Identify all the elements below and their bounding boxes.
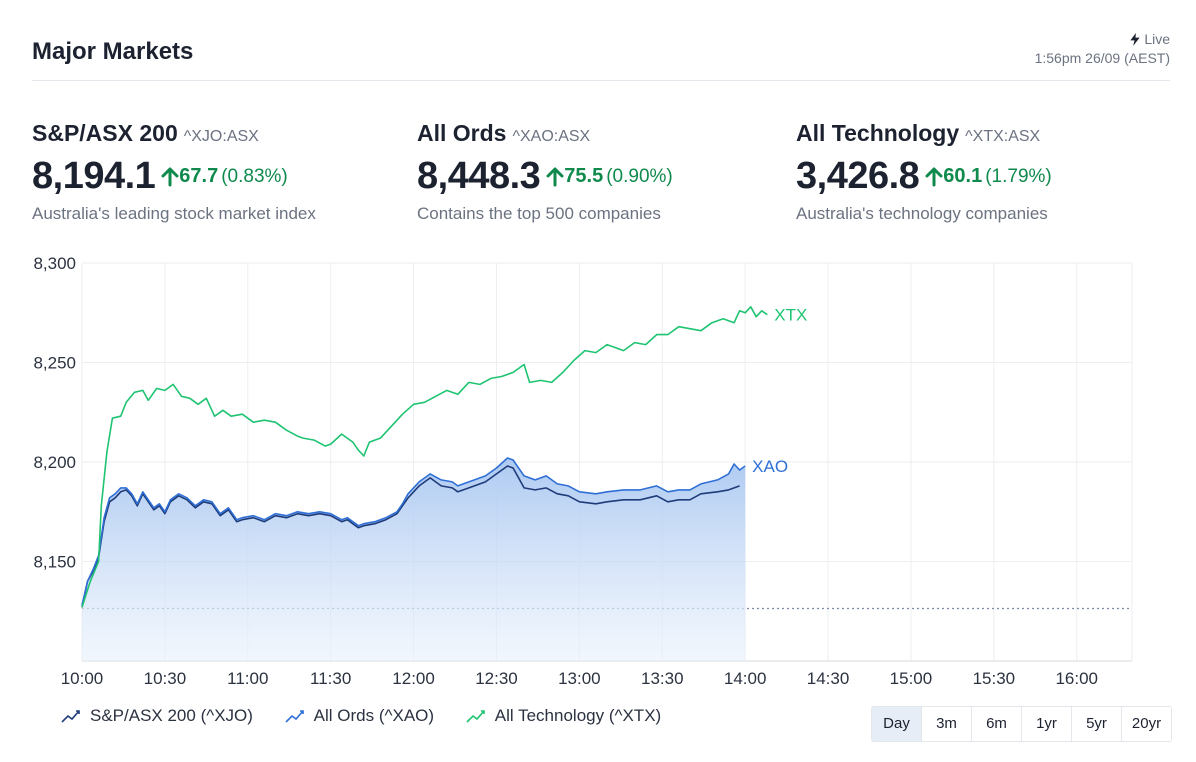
x-tick-label: 15:30 bbox=[973, 669, 1016, 688]
x-tick-label: 14:00 bbox=[724, 669, 767, 688]
index-card-xtx[interactable]: All Technology ^XTX:ASX 3,426.8 60.1 (1.79%… bbox=[796, 120, 1052, 224]
series-line-xjo bbox=[81, 465, 740, 608]
live-status: Live 1:56pm 26/09 (AEST) bbox=[1035, 30, 1170, 68]
live-timestamp: 1:56pm 26/09 (AEST) bbox=[1034, 50, 1170, 66]
x-tick-label: 12:00 bbox=[392, 669, 435, 688]
markets-line-chart[interactable]: 10:00 10:30 11:00 11:30 12:00 12:30 13:00 13:30… bbox=[0, 245, 1196, 695]
index-change: 67.7 bbox=[179, 165, 219, 187]
lightning-icon bbox=[1130, 33, 1140, 46]
legend-item-xjo[interactable]: S&P/ASX 200 (^XJO) bbox=[60, 706, 253, 726]
index-value: 8,194.1 bbox=[32, 155, 156, 197]
index-description: Australia's leading stock market index bbox=[32, 204, 316, 223]
range-button-1yr[interactable]: 1yr bbox=[1022, 707, 1072, 741]
x-tick-label: 13:30 bbox=[641, 669, 684, 688]
legend-label: All Ords (^XAO) bbox=[313, 706, 435, 725]
page-title: Major Markets bbox=[32, 38, 194, 65]
x-tick-label: 11:00 bbox=[227, 669, 268, 688]
legend-item-xao[interactable]: All Ords (^XAO) bbox=[284, 706, 434, 726]
index-change-pct: (1.79%) bbox=[985, 165, 1052, 187]
index-name: S&P/ASX 200 bbox=[32, 120, 178, 146]
index-change-pct: (0.83%) bbox=[221, 165, 288, 187]
x-tick-label: 16:00 bbox=[1055, 669, 1098, 688]
y-tick-label: 8,300 bbox=[33, 254, 76, 273]
arrow-up-icon bbox=[925, 167, 943, 186]
index-change-pct: (0.90%) bbox=[606, 165, 673, 187]
arrow-up-icon bbox=[546, 167, 564, 186]
chart-lines bbox=[81, 306, 768, 608]
x-tick-label: 13:00 bbox=[558, 669, 601, 688]
index-code: ^XAO:ASX bbox=[512, 128, 591, 145]
index-card-xao[interactable]: All Ords ^XAO:ASX 8,448.3 75.5 (0.90%) Cont… bbox=[417, 120, 673, 224]
index-code: ^XTX:ASX bbox=[965, 128, 1041, 145]
header-divider bbox=[32, 80, 1170, 81]
x-tick-label: 14:30 bbox=[807, 669, 850, 688]
x-tick-label: 10:00 bbox=[61, 669, 104, 688]
x-tick-label: 11:30 bbox=[310, 669, 351, 688]
index-description: Contains the top 500 companies bbox=[417, 204, 661, 223]
legend-item-xtx[interactable]: All Technology (^XTX) bbox=[465, 706, 661, 726]
range-selector: Day 3m 6m 1yr 5yr 20yr bbox=[871, 706, 1172, 742]
index-description: Australia's technology companies bbox=[796, 204, 1048, 223]
range-button-20yr[interactable]: 20yr bbox=[1122, 707, 1171, 741]
y-tick-label: 8,200 bbox=[33, 453, 76, 472]
series-line-xtx bbox=[81, 306, 768, 608]
index-name: All Technology bbox=[796, 120, 960, 146]
line-chart-icon bbox=[285, 710, 304, 723]
y-tick-label: 8,250 bbox=[33, 354, 76, 373]
x-tick-label: 10:30 bbox=[144, 669, 187, 688]
xao-area-fill bbox=[82, 458, 746, 661]
index-value: 3,426.8 bbox=[796, 155, 920, 197]
chart-area bbox=[82, 458, 746, 661]
index-card-xjo[interactable]: S&P/ASX 200 ^XJO:ASX 8,194.1 67.7 (0.83%) A… bbox=[32, 120, 316, 224]
index-value: 8,448.3 bbox=[417, 155, 541, 197]
range-button-5yr[interactable]: 5yr bbox=[1072, 707, 1122, 741]
index-change: 75.5 bbox=[564, 165, 604, 187]
legend-label: S&P/ASX 200 (^XJO) bbox=[90, 706, 253, 725]
line-chart-icon bbox=[466, 710, 485, 723]
arrow-up-icon bbox=[161, 167, 179, 186]
range-button-6m[interactable]: 6m bbox=[972, 707, 1022, 741]
range-button-3m[interactable]: 3m bbox=[922, 707, 972, 741]
series-end-label-xao: XAO bbox=[752, 457, 788, 476]
x-tick-label: 15:00 bbox=[890, 669, 933, 688]
series-end-label-xtx: XTX bbox=[774, 306, 807, 325]
chart-labels: 10:00 10:30 11:00 11:30 12:00 12:30 13:00 13:30… bbox=[33, 254, 1098, 688]
chart-legend: S&P/ASX 200 (^XJO) All Ords (^XAO) All T… bbox=[60, 706, 687, 726]
line-chart-icon bbox=[61, 710, 80, 723]
x-tick-label: 12:30 bbox=[475, 669, 518, 688]
range-button-day[interactable]: Day bbox=[872, 707, 922, 741]
live-label: Live bbox=[1144, 31, 1170, 47]
index-name: All Ords bbox=[417, 120, 507, 146]
y-tick-label: 8,150 bbox=[33, 553, 76, 572]
index-code: ^XJO:ASX bbox=[183, 128, 259, 145]
legend-label: All Technology (^XTX) bbox=[494, 706, 662, 725]
index-change: 60.1 bbox=[943, 165, 983, 187]
series-line-xao bbox=[81, 457, 746, 606]
